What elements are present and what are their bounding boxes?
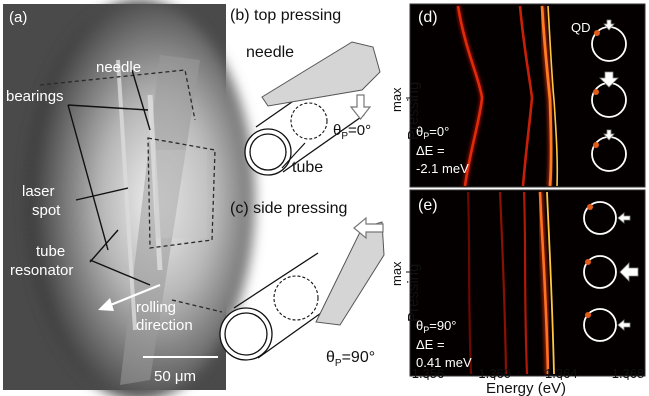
arrow-e-top [617, 212, 631, 224]
needle-c-shape [315, 221, 385, 326]
spectrum-e-line-3 [522, 191, 529, 375]
laser-pointer [75, 187, 129, 201]
panel-a: (a) needle bearings laser spot tube reso… [3, 0, 255, 396]
rolling-label-line2: direction [136, 317, 193, 334]
tube-edge-right [147, 94, 163, 271]
tube-b-front-inner [249, 133, 287, 171]
micrograph-glow [25, 0, 255, 396]
ring-e-top [583, 201, 617, 235]
arrow-d-top [603, 19, 615, 31]
dashed-box-bottom [171, 299, 223, 313]
qd-dot-d-mid [593, 89, 599, 95]
spectrum-d-background [409, 3, 646, 188]
tube-pointer-2 [89, 229, 119, 263]
rolling-arrow-shaft [107, 283, 161, 308]
delta-e-d-label: ΔE = [416, 143, 445, 158]
tube-label-line1: tube [36, 243, 65, 260]
x-tick-label: 1.364 [545, 366, 578, 381]
tube-edge-left [116, 59, 137, 331]
panel-c: (c) side pressing θP=90° [219, 200, 385, 369]
needle-b-label: needle [246, 44, 294, 61]
spectrum-d-line-2 [518, 5, 534, 187]
qd-dot-d-bottom [593, 142, 599, 148]
tube-b-bottom-edge [282, 114, 365, 173]
bearings-pointer-2 [67, 104, 149, 111]
pressing-arrow-left [353, 216, 384, 240]
panel-a-label: (a) [9, 9, 27, 26]
theta-c: θP=90° [326, 349, 375, 369]
tube-b-label: tube [292, 159, 323, 176]
spectrum-e-background [409, 189, 646, 377]
spectrum-d-line-3 [540, 5, 553, 187]
delta-e-d-value: -2.1 meV [416, 161, 469, 176]
bearings-pointer-1 [67, 104, 109, 251]
scale-bar-label: 50 μm [154, 368, 196, 385]
bearings-label: bearings [6, 88, 64, 105]
needle-pointer [131, 69, 151, 131]
spectrum-e-line-2 [498, 191, 508, 375]
theta-d: θP=0° [416, 124, 449, 141]
tube-c-inner-dashed [273, 275, 319, 321]
panel-c-label: (c) side pressing [230, 200, 347, 217]
x-tick-label: 1.356 [412, 366, 445, 381]
panel-d: (d) QD θP=0° ΔE = -2.1 meV [409, 3, 646, 188]
tube-c-front-outer [219, 307, 273, 361]
y-tick-max-e: max [389, 261, 404, 286]
laser-label-line1: laser [22, 183, 55, 200]
y-axis-label-d: Pressing [405, 82, 422, 140]
delta-e-e-value: 0.41 meV [416, 355, 472, 370]
resonator-texture [155, 150, 207, 238]
x-tick-label: 1.360 [478, 366, 511, 381]
needle-b-shape [261, 41, 381, 107]
spectrum-e-line-1 [466, 191, 473, 375]
qd-dot-e-mid [585, 259, 591, 265]
tube-c-top-edge [233, 252, 319, 309]
spectrum-d-line-4 [547, 5, 559, 187]
laser-label-line2: spot [32, 202, 61, 219]
qd-dot-e-top [587, 204, 593, 210]
spectrum-e-line-5 [546, 191, 555, 375]
qd-dot-e-bottom [585, 312, 591, 318]
tube-c-front-inner [224, 312, 268, 356]
ring-e-bottom [583, 308, 617, 342]
spectrum-d-line-1 [456, 5, 484, 187]
x-axis-label: Energy (eV) [486, 380, 566, 396]
tube-b-pointer [281, 142, 306, 169]
y-tick-max-d: max [389, 87, 404, 112]
panel-b: (b) top pressing needle tube θP=0° [230, 7, 381, 176]
y-axis-label-e: Pressing [405, 264, 422, 322]
theta-e: θP=90° [416, 318, 457, 335]
spectrum-e-line-4 [538, 191, 550, 375]
tube-b-front-outer [244, 128, 292, 176]
rolling-arrow-head [98, 298, 114, 311]
theta-b: θP=0° [333, 122, 371, 142]
panel-b-label: (b) top pressing [230, 7, 341, 24]
arrow-e-mid [619, 262, 639, 282]
rolling-label-line1: rolling [136, 299, 176, 316]
tube-b-inner-dashed [290, 102, 328, 140]
qd-label: QD [571, 20, 591, 35]
delta-e-e-label: ΔE = [416, 337, 445, 352]
panel-e: (e) θP=90° ΔE = 0.41 meV [409, 189, 646, 377]
needle-shadow [120, 55, 200, 385]
x-ticks: 1.356 1.360 1.364 1.368 [412, 366, 645, 381]
needle-label: needle [96, 59, 141, 76]
tube-label-line2: resonator [10, 262, 73, 279]
arrow-d-mid [599, 71, 619, 88]
panel-e-label: (e) [418, 197, 438, 214]
tube-pointer-1 [89, 259, 151, 286]
pressing-arrow-down [349, 94, 372, 120]
qd-dot-d-top [594, 30, 600, 36]
ring-e-mid [583, 255, 617, 289]
axes: Pressing max Pressing max 1.356 1.360 1.36… [389, 82, 644, 396]
dashed-box-resonator [147, 137, 216, 249]
arrow-e-bottom [617, 319, 631, 331]
arrow-d-bottom [603, 129, 615, 141]
x-tick-label: 1.368 [612, 366, 645, 381]
panel-d-label: (d) [418, 9, 438, 26]
